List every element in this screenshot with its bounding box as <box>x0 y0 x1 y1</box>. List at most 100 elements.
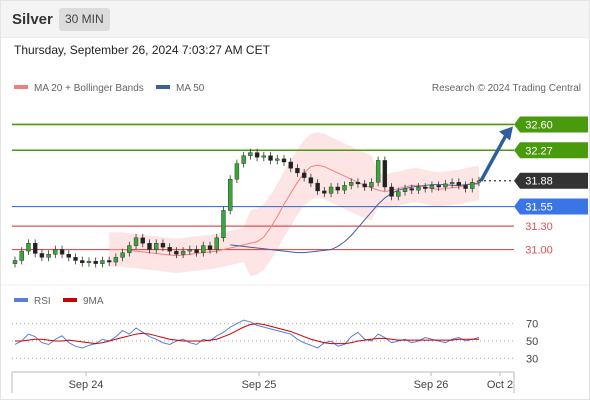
candle-body <box>443 183 448 188</box>
level-label-31-00: 31.00 <box>525 245 553 257</box>
forecast-arrow-head <box>499 126 513 141</box>
bollinger-band <box>109 132 479 277</box>
candle <box>154 239 159 254</box>
candle-body <box>180 250 186 255</box>
candle <box>214 233 219 254</box>
candle-body <box>355 182 361 185</box>
candle-body <box>120 252 125 258</box>
level-tag-32-27 <box>514 142 588 159</box>
candle-body <box>160 243 166 248</box>
candle <box>342 181 347 195</box>
credit-text: Research © 2024 Trading Central <box>432 83 581 94</box>
candle-body <box>396 191 401 197</box>
candle <box>46 250 51 262</box>
candle-body <box>375 160 381 183</box>
candle-body <box>147 243 152 250</box>
candle <box>59 245 65 259</box>
ma50-legend-label: MA 50 <box>176 83 205 94</box>
candle-body <box>308 177 314 184</box>
header-bar: Silver 30 MIN <box>1 1 589 38</box>
candle <box>53 245 58 259</box>
candle <box>207 241 213 254</box>
candle <box>133 233 139 250</box>
candle-body <box>106 260 112 263</box>
candle <box>66 250 71 262</box>
candle <box>369 178 374 191</box>
candle <box>396 187 401 201</box>
rsi-legend-label: RSI <box>34 296 51 307</box>
candle-body <box>449 182 455 185</box>
candle <box>127 241 132 257</box>
candle-body <box>362 183 367 188</box>
candle <box>470 178 475 193</box>
candle <box>73 253 78 265</box>
candle-body <box>234 163 240 180</box>
rsi-line <box>14 319 480 349</box>
level-label-31-30: 31.30 <box>525 221 553 233</box>
candle <box>194 245 199 257</box>
candle <box>349 178 354 190</box>
candle-body <box>342 185 347 191</box>
candle <box>86 257 92 267</box>
candle <box>449 178 455 188</box>
x-tick-label: Oct 2 <box>487 379 513 391</box>
rsi-tick-30: 30 <box>526 353 538 365</box>
candle-body <box>80 260 85 264</box>
candle-body <box>73 257 78 261</box>
candle <box>106 256 112 266</box>
price-plot: 32.60 32.27 31.88 31.55 31.30 31.00 <box>12 116 588 277</box>
forecast-arrow-shaft <box>479 132 509 182</box>
candle-body <box>113 257 119 263</box>
candle-body <box>315 182 320 192</box>
candle <box>227 175 233 215</box>
timeframe-button[interactable]: 30 MIN <box>59 8 110 31</box>
candle <box>160 239 166 252</box>
candle-body <box>19 250 24 261</box>
candle <box>93 257 98 268</box>
rsi-tick-70: 70 <box>526 319 538 331</box>
candle <box>140 233 145 248</box>
candle-body <box>154 243 159 250</box>
candle-body <box>476 180 482 183</box>
candle <box>19 247 24 265</box>
ma20-legend-label: MA 20 + Bollinger Bands <box>34 83 144 94</box>
candle-body <box>221 210 226 239</box>
candle <box>26 239 31 256</box>
ma20-line <box>109 164 480 257</box>
candle <box>322 187 327 198</box>
candle <box>389 183 394 201</box>
candle <box>375 156 381 187</box>
ma50-legend-swatch <box>156 85 170 89</box>
candle-body <box>26 243 31 252</box>
candle <box>120 248 125 262</box>
candle <box>174 247 179 259</box>
candle <box>315 179 320 195</box>
level-tag-31-55 <box>514 198 588 215</box>
level-label-31-55: 31.55 <box>525 202 553 214</box>
candle <box>12 256 18 268</box>
candle-body <box>389 186 394 197</box>
level-label-31-88: 31.88 <box>525 176 553 188</box>
candle <box>39 249 45 262</box>
level-tag-31-88 <box>514 172 588 189</box>
candle-body <box>254 152 260 158</box>
candle <box>301 169 307 182</box>
candle <box>416 183 421 195</box>
candle <box>187 245 193 256</box>
level-label-32-60: 32.60 <box>525 119 553 131</box>
rsi-legend-swatch <box>14 298 28 302</box>
candle-body <box>46 254 51 258</box>
candle <box>180 247 186 259</box>
candle <box>80 256 85 267</box>
candle-body <box>93 261 98 264</box>
candle <box>32 239 38 258</box>
candle-body <box>59 249 65 255</box>
candle-body <box>295 168 300 174</box>
rsi-plot: 70 50 30 <box>12 319 538 365</box>
candle-body <box>127 245 132 253</box>
candle-body <box>261 155 267 158</box>
candle-body <box>349 182 354 186</box>
candle-body <box>369 182 374 188</box>
candle <box>248 148 253 160</box>
candle-body <box>463 185 468 189</box>
